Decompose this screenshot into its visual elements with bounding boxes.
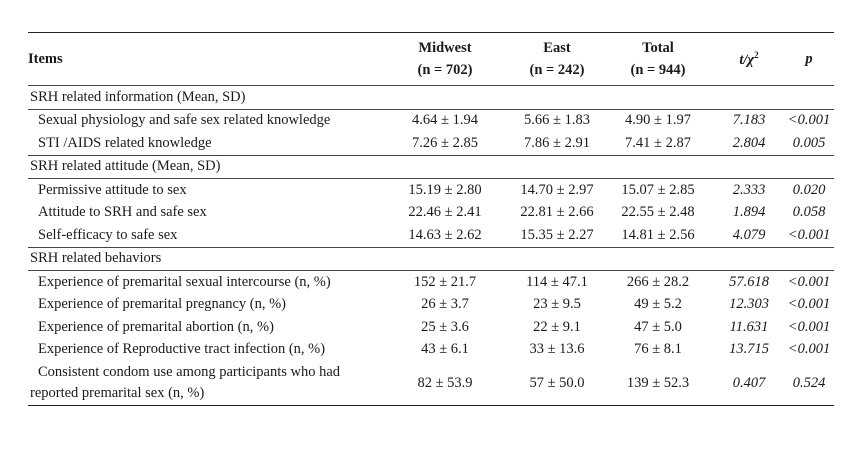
header-stat-label: t/χ [739,51,755,68]
row-east: 57 ± 50.0 [512,361,602,406]
header-p: p [784,32,834,86]
section-row: SRH related behaviors [28,246,834,271]
section-row: SRH related attitude (Mean, SD) [28,154,834,179]
row-stat: 12.303 [729,296,769,313]
row-item-line2: reported premarital sex (n, %) [30,385,205,401]
row-stat: 11.631 [729,318,769,335]
results-table-container: Items Midwest (n = 702) East (n = 242) T… [28,32,834,406]
row-item: Self-efficacy to safe sex [38,226,178,243]
row-item: STI /AIDS related knowledge [38,134,212,151]
row-midwest: 82 ± 53.9 [378,361,512,406]
header-total-label: Total [642,40,674,56]
row-midwest: 7.26 ± 2.85 [412,134,478,151]
row-east: 33 ± 13.6 [529,341,585,358]
row-p: 0.005 [792,134,826,151]
row-midwest: 22.46 ± 2.41 [408,204,482,221]
row-total: 266 ± 28.2 [602,270,714,294]
header-east-n: (n = 242) [529,62,585,78]
section-title: SRH related attitude (Mean, SD) [28,154,834,179]
row-p: 0.020 [784,178,834,202]
row-east: 23 ± 9.5 [533,296,581,313]
row-total: 139 ± 52.3 [602,361,714,406]
row-item: Attitude to SRH and safe sex [38,204,207,221]
header-east: East (n = 242) [512,32,602,86]
header-east-label: East [543,40,571,56]
table-row: Permissive attitude to sex 15.19 ± 2.80 … [28,178,834,202]
row-midwest: 15.19 ± 2.80 [378,178,512,202]
row-total: 4.90 ± 1.97 [602,108,714,132]
row-total: 15.07 ± 2.85 [602,178,714,202]
row-item: Sexual physiology and safe sex related k… [28,108,378,132]
row-east: 22.81 ± 2.66 [520,204,594,221]
table-row: Experience of premarital abortion (n, %)… [28,316,834,339]
table-row: Experience of premarital pregnancy (n, %… [28,294,834,317]
row-p: <0.001 [787,318,831,335]
row-stat: 2.333 [714,178,784,202]
header-items: Items [28,32,378,86]
row-total: 22.55 ± 2.48 [621,204,695,221]
row-stat: 1.894 [732,204,766,221]
row-midwest: 25 ± 3.6 [421,318,469,335]
row-item: Permissive attitude to sex [28,178,378,202]
row-item: Experience of Reproductive tract infecti… [38,341,326,358]
row-item-line1: Consistent condom use among participants… [38,364,341,380]
header-midwest-n: (n = 702) [417,62,473,78]
row-p: 0.524 [784,361,834,406]
row-item: Consistent condom use among participants… [28,361,378,406]
row-stat: 13.715 [729,341,769,358]
row-p: <0.001 [784,270,834,294]
table-row: Experience of Reproductive tract infecti… [28,339,834,362]
row-p: <0.001 [787,226,831,243]
row-midwest: 4.64 ± 1.94 [378,108,512,132]
section-row: SRH related information (Mean, SD) [28,85,834,109]
row-stat: 0.407 [714,361,784,406]
row-midwest: 43 ± 6.1 [421,341,469,358]
row-midwest: 14.63 ± 2.62 [408,226,482,243]
row-midwest: 26 ± 3.7 [421,296,469,313]
row-item: Experience of premarital sexual intercou… [28,270,378,294]
row-p: 0.058 [792,204,826,221]
row-total: 14.81 ± 2.56 [621,226,695,243]
row-east: 5.66 ± 1.83 [512,108,602,132]
header-total: Total (n = 944) [602,32,714,86]
table-header-row: Items Midwest (n = 702) East (n = 242) T… [28,32,834,86]
row-total: 7.41 ± 2.87 [625,134,691,151]
row-east: 22 ± 9.1 [533,318,581,335]
table-row: Experience of premarital sexual intercou… [28,270,834,294]
row-stat: 57.618 [714,270,784,294]
row-stat: 7.183 [714,108,784,132]
results-table: Items Midwest (n = 702) East (n = 242) T… [28,32,834,406]
table-row: Consistent condom use among participants… [28,361,834,406]
row-midwest: 152 ± 21.7 [378,270,512,294]
row-east: 7.86 ± 2.91 [524,134,590,151]
header-stat-sup: 2 [754,49,759,60]
row-item: Experience of premarital abortion (n, %) [38,318,274,335]
row-stat: 2.804 [732,134,766,151]
row-p: <0.001 [787,341,831,358]
row-east: 114 ± 47.1 [512,270,602,294]
row-east: 14.70 ± 2.97 [512,178,602,202]
section-title: SRH related behaviors [28,246,834,271]
row-total: 49 ± 5.2 [634,296,682,313]
table-row: Sexual physiology and safe sex related k… [28,108,834,132]
row-p: <0.001 [784,108,834,132]
header-total-n: (n = 944) [630,62,686,78]
table-row: Self-efficacy to safe sex 14.63 ± 2.62 1… [28,224,834,247]
section-title: SRH related information (Mean, SD) [28,85,834,109]
row-item: Experience of premarital pregnancy (n, %… [38,296,286,313]
header-stat: t/χ2 [714,32,784,86]
table-row: Attitude to SRH and safe sex 22.46 ± 2.4… [28,202,834,225]
row-east: 15.35 ± 2.27 [520,226,594,243]
row-p: <0.001 [787,296,831,313]
table-row: STI /AIDS related knowledge 7.26 ± 2.85 … [28,132,834,155]
row-total: 47 ± 5.0 [634,318,682,335]
row-stat: 4.079 [732,226,766,243]
header-midwest: Midwest (n = 702) [378,32,512,86]
row-total: 76 ± 8.1 [634,341,682,358]
header-midwest-label: Midwest [418,40,472,56]
